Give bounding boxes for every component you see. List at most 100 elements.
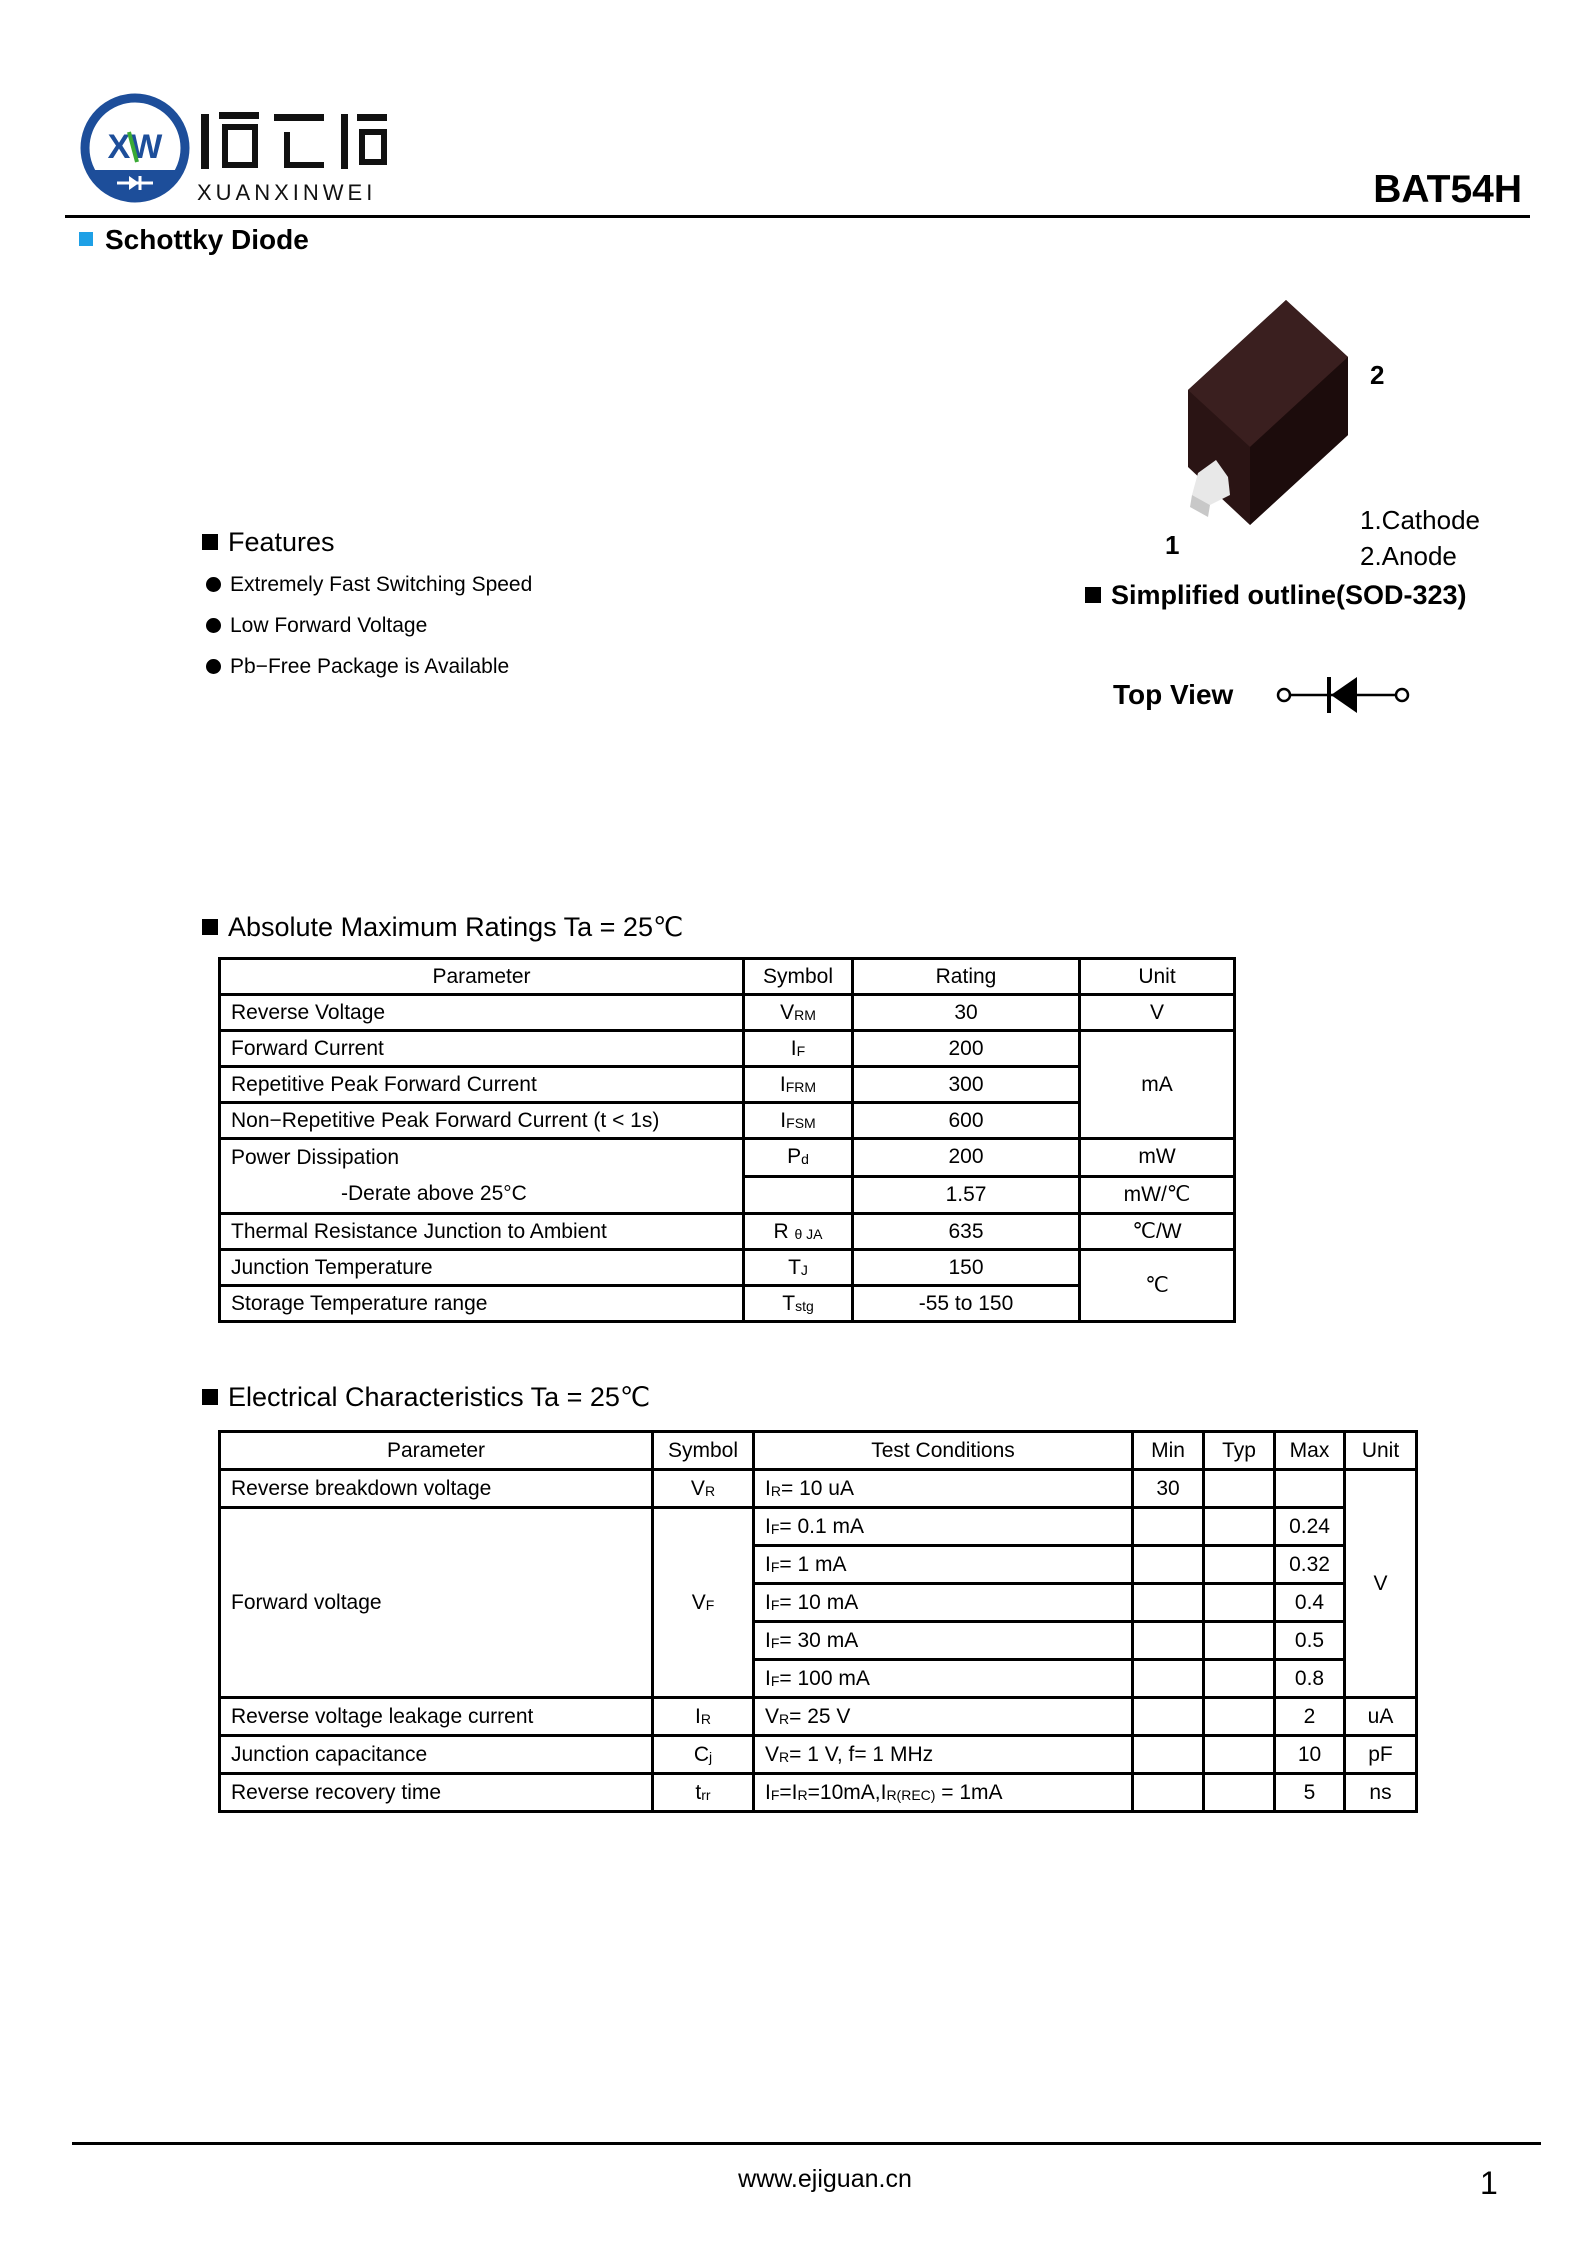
parameter-cell: Forward voltage xyxy=(218,1506,654,1699)
rating-cell: 200 xyxy=(851,1029,1081,1068)
diode-symbol-icon xyxy=(1275,674,1415,721)
subscript-text: R xyxy=(704,1482,716,1499)
electrical-heading: Electrical Characteristics Ta = 25℃ xyxy=(202,1382,650,1413)
text: I xyxy=(765,1514,771,1538)
text: I xyxy=(790,1036,797,1060)
bullet-icon xyxy=(206,618,221,633)
min-cell xyxy=(1131,1772,1205,1813)
symbol-cell: IFSM xyxy=(742,1101,854,1140)
typ-cell xyxy=(1202,1582,1276,1623)
condition-cell: IF= 30 mA xyxy=(752,1620,1134,1661)
subscript-text: R(REC) xyxy=(886,1786,936,1803)
subscript-text: F xyxy=(705,1596,715,1613)
text: = 1 mA xyxy=(779,1552,847,1576)
bullet-icon xyxy=(206,659,221,674)
pin-anode: 2.Anode xyxy=(1360,541,1457,571)
min-cell xyxy=(1131,1506,1205,1547)
parameter-cell: Power Dissipation -Derate above 25°C xyxy=(218,1137,745,1215)
table-row: IF= 100 mA 0.8 xyxy=(220,1658,1417,1699)
symbol-cell xyxy=(742,1174,854,1215)
unit-cell: V xyxy=(1078,993,1236,1032)
footer-website: www.ejiguan.cn xyxy=(738,2165,912,2193)
condition-cell: IF= 10 mA xyxy=(752,1582,1134,1623)
feature-text: Pb−Free Package is Available xyxy=(230,655,510,678)
table-row: Junction Temperature TJ 150 ℃ xyxy=(218,1248,1236,1323)
parameter-cell: Reverse voltage leakage current xyxy=(218,1696,654,1737)
header-cell: Symbol xyxy=(742,957,854,996)
subscript-text: F xyxy=(770,1558,780,1575)
typ-cell xyxy=(1202,1544,1276,1585)
features-title: Features xyxy=(228,527,335,557)
subscript-text: F xyxy=(770,1672,780,1689)
table-row: Junction capacitance Cj VR= 1 V, f= 1 MHz 1… xyxy=(218,1734,1418,1775)
parameter-subtext: -Derate above 25°C xyxy=(341,1182,527,1205)
table-row: Forward voltage VF IF= 0.1 mA 0.24 xyxy=(218,1506,1417,1699)
square-bullet-icon xyxy=(79,232,93,246)
header-cell: Parameter xyxy=(218,1430,654,1471)
subscript-text: F xyxy=(770,1596,780,1613)
electrical-title: Electrical Characteristics Ta = 25℃ xyxy=(228,1382,651,1412)
text: t xyxy=(695,1780,702,1804)
header-cell: Typ xyxy=(1202,1430,1276,1471)
typ-cell xyxy=(1202,1734,1276,1775)
header-cell: Unit xyxy=(1343,1430,1418,1471)
square-bullet-icon xyxy=(202,534,218,550)
parameter-cell: Forward Current xyxy=(218,1029,745,1068)
square-bullet-icon xyxy=(202,1389,218,1405)
unit-cell: ns xyxy=(1343,1772,1418,1813)
subscript-text: θ JA xyxy=(794,1225,823,1242)
min-cell xyxy=(1131,1544,1205,1585)
max-cell xyxy=(1273,1468,1346,1509)
typ-cell xyxy=(1202,1468,1276,1509)
outline-title: Simplified outline(SOD-323) xyxy=(1111,580,1467,610)
text: I xyxy=(765,1780,771,1804)
pin-cathode: 1.Cathode xyxy=(1360,505,1480,535)
typ-cell xyxy=(1202,1658,1276,1699)
subscript-text: stg xyxy=(795,1297,814,1314)
max-cell: 0.32 xyxy=(1273,1544,1346,1585)
min-cell xyxy=(1131,1734,1205,1775)
text: C xyxy=(693,1742,710,1766)
symbol-cell: VRM xyxy=(742,993,854,1032)
condition-cell: VR= 25 V xyxy=(752,1696,1134,1737)
table-row: 1.57 mW/℃ xyxy=(220,1174,1236,1215)
header-cell: Symbol xyxy=(651,1430,755,1471)
parameter-cell: Reverse recovery time xyxy=(218,1772,654,1813)
subscript-text: R xyxy=(700,1710,711,1727)
subscript-text: d xyxy=(801,1151,809,1168)
electrical-table: Parameter Symbol Test Conditions Min Typ… xyxy=(218,1430,1418,1813)
text: V xyxy=(690,1476,705,1500)
features-heading: Features xyxy=(202,527,335,558)
subscript-text: R xyxy=(779,1748,790,1765)
condition-cell: IF=IR=10mA,IR(REC) = 1mA xyxy=(752,1772,1134,1813)
text: I xyxy=(765,1476,771,1500)
page-number: 1 xyxy=(1480,2165,1498,2201)
typ-cell xyxy=(1202,1620,1276,1661)
text: V xyxy=(765,1704,780,1728)
table-row: Forward Current IF 200 mA xyxy=(218,1029,1236,1140)
table-row: Reverse voltage leakage current IR VR= 25 … xyxy=(218,1696,1418,1737)
subscript-text: R xyxy=(770,1482,781,1499)
header-cell: Rating xyxy=(851,957,1081,996)
text: = 10 uA xyxy=(780,1476,854,1500)
feature-text: Low Forward Voltage xyxy=(230,614,428,637)
max-cell: 0.24 xyxy=(1273,1506,1346,1547)
package-image xyxy=(1170,295,1370,540)
text: = 100 mA xyxy=(779,1666,870,1690)
parameter-cell: Non−Repetitive Peak Forward Current (t <… xyxy=(218,1101,745,1140)
parameter-cell: Junction Temperature xyxy=(218,1248,745,1287)
text: P xyxy=(787,1145,802,1169)
feature-item: Pb−Free Package is Available xyxy=(206,655,509,679)
parameter-cell: Repetitive Peak Forward Current xyxy=(218,1065,745,1104)
company-logo: XW XUANXINWEI xyxy=(79,92,409,205)
outline-heading: Simplified outline(SOD-323) xyxy=(1085,580,1467,611)
symbol-cell: VF xyxy=(651,1506,755,1699)
symbol-cell: VR xyxy=(651,1468,755,1509)
abs-max-title: Absolute Maximum Ratings Ta = 25℃ xyxy=(228,912,684,942)
condition-cell: IF= 100 mA xyxy=(752,1658,1134,1699)
table-row: IF= 1 mA 0.32 xyxy=(220,1544,1417,1585)
max-cell: 0.8 xyxy=(1273,1658,1346,1699)
unit-cell: ℃/W xyxy=(1078,1212,1236,1251)
typ-cell xyxy=(1202,1506,1276,1547)
max-cell: 0.4 xyxy=(1273,1582,1346,1623)
